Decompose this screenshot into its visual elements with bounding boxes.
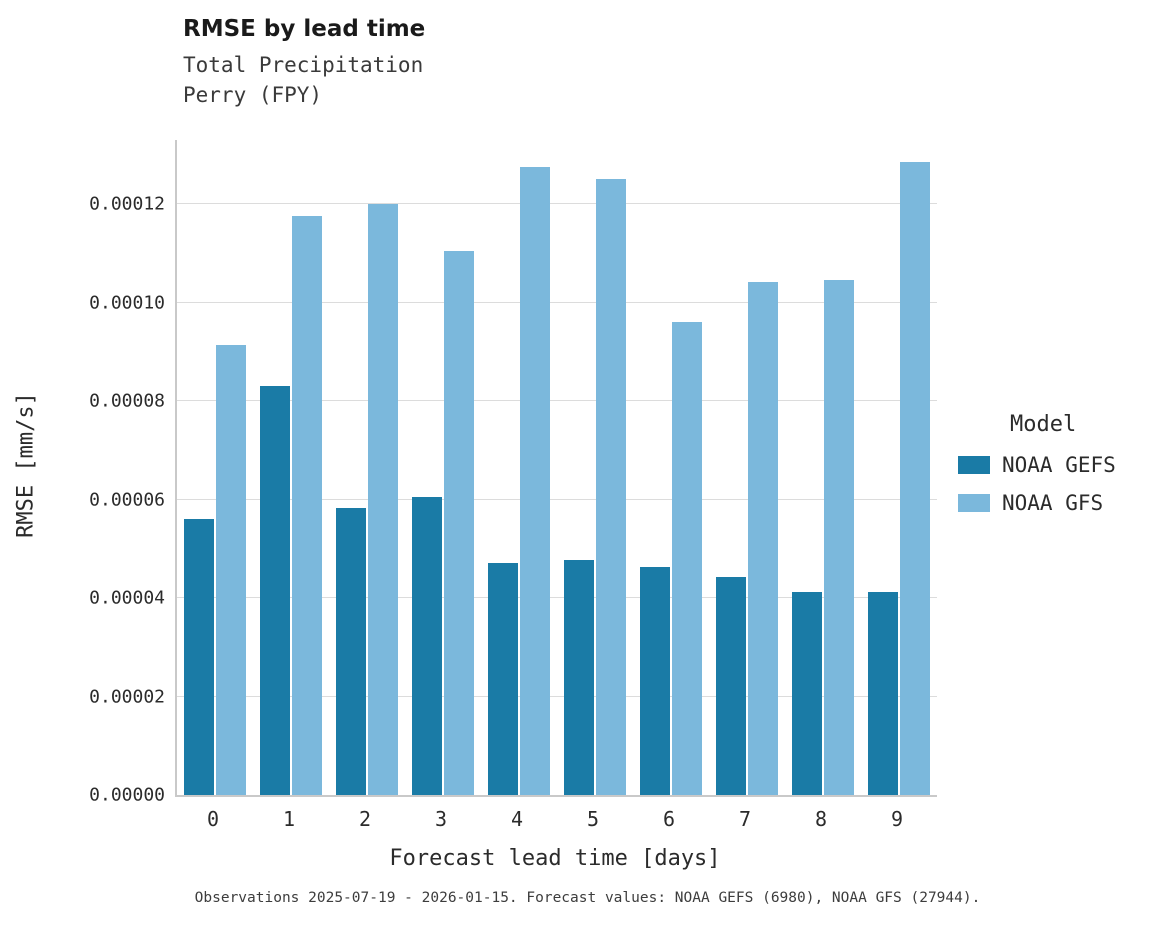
x-tick-label: 2	[358, 807, 372, 831]
bar-noaa-gfs-lead-4	[520, 167, 550, 795]
gridline	[177, 597, 937, 599]
bar-group-lead-9	[861, 140, 937, 795]
bar-group-lead-0	[177, 140, 253, 795]
bar-noaa-gfs-lead-6	[672, 322, 702, 795]
bar-noaa-gefs-lead-2	[336, 508, 366, 795]
bar-noaa-gefs-lead-6	[640, 567, 670, 795]
legend-label: NOAA GFS	[1002, 491, 1104, 515]
x-tick-label: 3	[434, 807, 448, 831]
x-tick-label: 8	[814, 807, 828, 831]
bar-noaa-gefs-lead-8	[792, 592, 822, 795]
bar-noaa-gfs-lead-5	[596, 179, 626, 795]
bar-group-lead-6	[633, 140, 709, 795]
bar-noaa-gefs-lead-5	[564, 560, 594, 795]
y-tick-label: 0.00010	[89, 292, 165, 314]
chart-subtitle-station: Perry (FPY)	[183, 83, 323, 107]
x-axis-tick-labels: 0 1 2 3 4 5 6 7 8 9	[175, 807, 935, 831]
legend-entries: NOAA GEFS NOAA GFS	[958, 453, 1116, 515]
legend-title: Model	[1010, 412, 1077, 437]
legend: Model NOAA GEFS NOAA GFS	[958, 412, 1116, 529]
y-tick-label: 0.00008	[89, 390, 165, 412]
bar-group-lead-4	[481, 140, 557, 795]
x-tick-label: 9	[890, 807, 904, 831]
gridline	[177, 203, 937, 205]
bar-group-lead-7	[709, 140, 785, 795]
bar-group-lead-2	[329, 140, 405, 795]
gridline	[177, 498, 937, 500]
x-axis-title: Forecast lead time [days]	[389, 846, 721, 871]
y-tick-label: 0.00002	[89, 686, 165, 708]
bar-noaa-gfs-lead-7	[748, 281, 778, 795]
x-tick-label: 1	[282, 807, 296, 831]
gridline	[177, 695, 937, 697]
x-tick-label: 6	[662, 807, 676, 831]
bar-noaa-gfs-lead-8	[824, 280, 854, 795]
bar-group-lead-5	[557, 140, 633, 795]
y-tick-label: 0.00000	[89, 784, 165, 806]
chart-subtitle-variable: Total Precipitation	[183, 53, 424, 77]
bar-noaa-gfs-lead-0	[216, 345, 246, 795]
bar-noaa-gfs-lead-2	[368, 204, 398, 795]
gridline	[177, 301, 937, 303]
gridline	[177, 400, 937, 402]
y-tick-label: 0.00006	[89, 489, 165, 511]
bar-noaa-gfs-lead-3	[444, 250, 474, 795]
legend-label: NOAA GEFS	[1002, 453, 1116, 477]
x-tick-label: 0	[206, 807, 220, 831]
bar-noaa-gfs-lead-1	[292, 216, 322, 795]
plot-area	[175, 140, 937, 797]
bar-noaa-gefs-lead-4	[488, 562, 518, 795]
x-tick-label: 7	[738, 807, 752, 831]
x-tick-label: 5	[586, 807, 600, 831]
y-axis-title: RMSE [mm/s]	[13, 392, 39, 538]
bar-group-lead-1	[253, 140, 329, 795]
legend-entry-noaa-gfs: NOAA GFS	[958, 491, 1116, 515]
legend-swatch	[958, 456, 990, 474]
chart-title: RMSE by lead time	[183, 16, 426, 42]
y-tick-label: 0.00004	[89, 587, 165, 609]
bar-noaa-gefs-lead-7	[716, 577, 746, 795]
bar-noaa-gefs-lead-9	[868, 592, 898, 795]
bar-noaa-gefs-lead-3	[412, 497, 442, 795]
legend-entry-noaa-gefs: NOAA GEFS	[958, 453, 1116, 477]
bar-noaa-gefs-lead-0	[184, 519, 214, 795]
figure-caption: Observations 2025-07-19 - 2026-01-15. Fo…	[194, 890, 981, 906]
bar-group-lead-3	[405, 140, 481, 795]
bar-noaa-gefs-lead-1	[260, 386, 290, 795]
y-axis-tick-labels: 0.00000 0.00002 0.00004 0.00006 0.00008 0.000…	[45, 140, 165, 806]
y-tick-label: 0.00012	[89, 193, 165, 215]
bar-group-lead-8	[785, 140, 861, 795]
bar-groups	[177, 140, 937, 795]
bar-noaa-gfs-lead-9	[900, 162, 930, 795]
legend-swatch	[958, 494, 990, 512]
x-tick-label: 4	[510, 807, 524, 831]
